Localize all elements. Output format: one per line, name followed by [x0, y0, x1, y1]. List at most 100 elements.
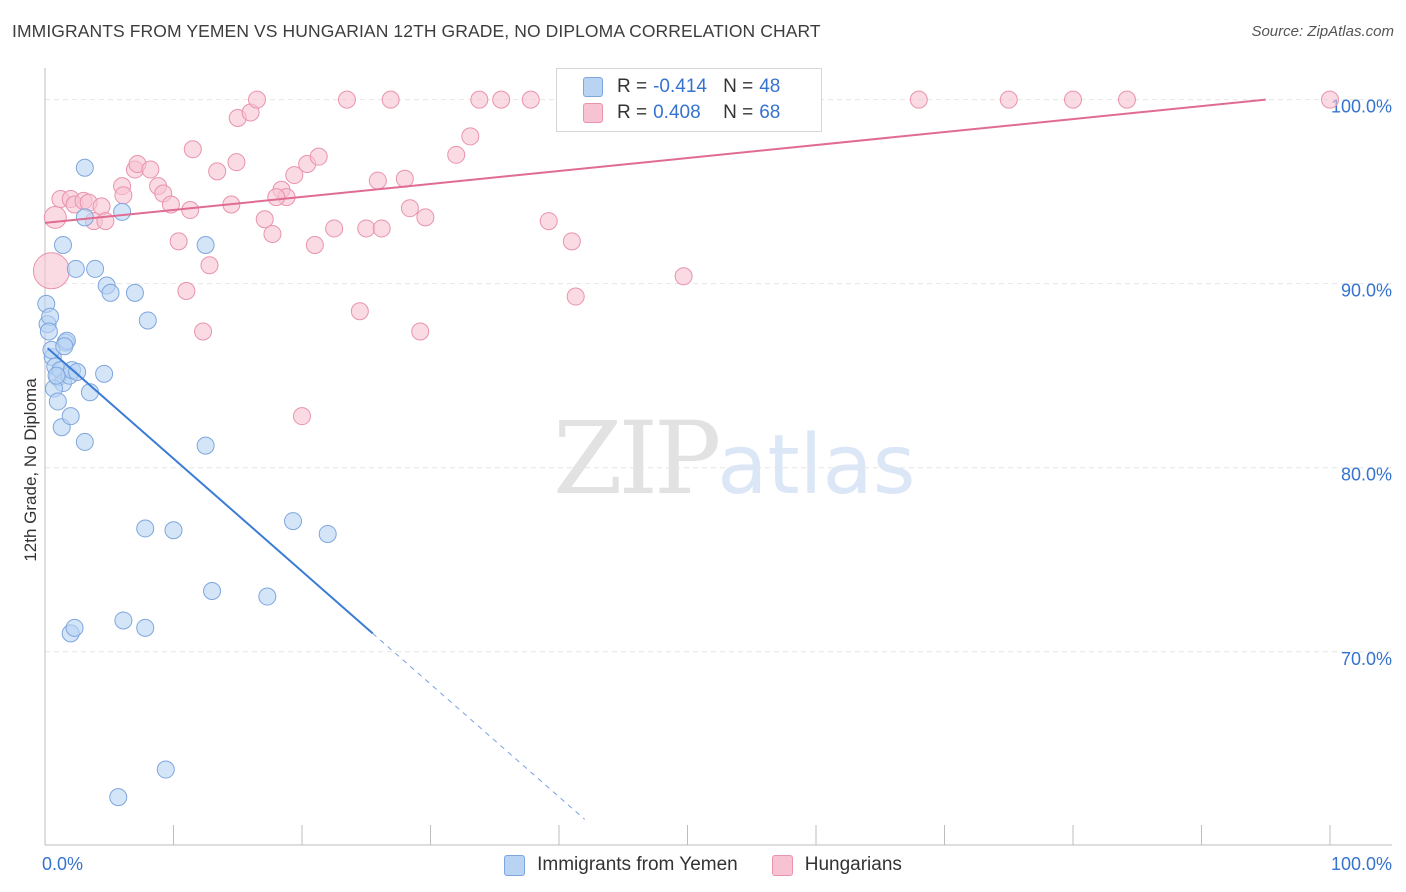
point-yemen	[39, 322, 58, 341]
point-hungarian	[309, 147, 328, 166]
point-hungarian	[411, 322, 430, 341]
point-yemen	[47, 366, 66, 385]
legend-swatch-pink	[583, 103, 603, 123]
point-yemen	[196, 436, 215, 455]
point-hungarian	[263, 224, 282, 243]
point-hungarian	[368, 171, 387, 190]
y-tick-label: 100.0%	[1331, 97, 1392, 117]
legend-r-value: 0.408	[653, 102, 701, 123]
point-hungarian	[183, 140, 202, 159]
legend-n-value: 48	[759, 76, 781, 97]
point-hungarian	[1064, 90, 1082, 109]
point-yemen	[86, 259, 105, 278]
point-yemen	[203, 582, 222, 601]
legend-r-label: R =	[617, 76, 648, 97]
point-hungarian	[1117, 90, 1136, 109]
point-hungarian	[267, 188, 286, 207]
legend-n-label: N =	[723, 76, 754, 97]
point-yemen	[284, 512, 303, 531]
legend-label-hungarians: Hungarians	[804, 854, 902, 875]
stats-legend: R = -0.414 N = 48 R = 0.408 N = 68	[556, 68, 822, 132]
point-yemen	[138, 311, 157, 330]
y-tick-label: 80.0%	[1341, 465, 1392, 485]
point-yemen	[156, 760, 175, 779]
point-yemen	[61, 407, 80, 426]
point-yemen	[318, 524, 337, 543]
point-yemen	[136, 519, 155, 538]
legend-r-label: R =	[617, 102, 648, 123]
point-hungarian	[96, 212, 115, 231]
point-hungarian	[293, 407, 311, 426]
point-hungarian	[350, 302, 369, 321]
point-yemen	[101, 283, 120, 302]
point-hungarian	[521, 90, 540, 109]
legend-n-value: 68	[759, 102, 781, 123]
x-tick-label: 0.0%	[42, 854, 83, 874]
watermark: ZIPatlas	[553, 400, 915, 517]
legend-swatch-blue	[504, 854, 526, 876]
series-legend: Immigrants from Yemen Hungarians	[0, 852, 1406, 878]
point-hungarian	[181, 201, 200, 220]
legend-n-label: N =	[723, 102, 754, 123]
point-hungarian	[248, 90, 267, 109]
point-hungarian	[114, 186, 133, 205]
point-hungarian	[372, 219, 391, 238]
y-tick-label: 90.0%	[1341, 281, 1392, 301]
source-label: Source: ZipAtlas.com	[1251, 23, 1394, 40]
point-hungarian	[357, 219, 376, 238]
point-hungarian	[1321, 90, 1339, 109]
point-yemen	[136, 618, 155, 637]
y-axis-label: 12th Grade, No Diploma	[21, 378, 40, 562]
point-yemen	[65, 618, 84, 637]
point-yemen	[196, 236, 215, 255]
point-hungarian	[227, 153, 246, 172]
point-hungarian	[177, 282, 196, 301]
point-yemen	[53, 236, 72, 255]
point-hungarian	[208, 162, 227, 181]
legend-row-yemen: R = -0.414 N = 48	[583, 75, 780, 99]
point-hungarian	[325, 219, 344, 238]
point-yemen	[164, 521, 183, 540]
point-hungarian	[470, 90, 489, 109]
legend-row-hungarians: R = 0.408 N = 68	[583, 101, 780, 125]
point-hungarian	[674, 267, 693, 286]
trendline-hungarians	[44, 98, 1266, 224]
point-yemen	[68, 362, 87, 381]
point-hungarian	[92, 197, 111, 216]
point-hungarian	[337, 90, 356, 109]
point-yemen	[55, 337, 74, 356]
point-hungarian	[447, 145, 466, 164]
legend-item-hungarians[interactable]: Hungarians	[771, 854, 902, 876]
point-hungarian	[395, 169, 414, 188]
point-yemen	[95, 364, 114, 383]
point-yemen	[75, 432, 94, 451]
point-hungarian	[285, 166, 304, 185]
legend-swatch-pink	[771, 854, 793, 876]
point-hungarian	[539, 212, 558, 231]
y-tick-label: 70.0%	[1341, 649, 1392, 669]
x-tick-label: 100.0%	[1331, 854, 1392, 874]
point-hungarian	[200, 256, 219, 275]
point-yemen	[66, 259, 85, 278]
point-hungarian	[43, 205, 67, 229]
point-hungarian	[255, 210, 274, 229]
point-hungarian	[169, 232, 188, 251]
chart-title: IMMIGRANTS FROM YEMEN VS HUNGARIAN 12TH …	[12, 21, 821, 41]
point-hungarian	[141, 160, 160, 179]
point-hungarian	[909, 90, 928, 109]
watermark-zip: ZIP	[553, 400, 721, 517]
legend-item-yemen[interactable]: Immigrants from Yemen	[504, 854, 738, 876]
point-hungarian	[999, 90, 1018, 109]
point-yemen	[258, 587, 277, 606]
legend-r-value: -0.414	[653, 76, 707, 97]
point-hungarian	[416, 208, 435, 227]
point-hungarian	[32, 252, 70, 290]
point-hungarian	[400, 199, 419, 218]
legend-swatch-blue	[583, 77, 603, 97]
watermark-atlas: atlas	[717, 418, 916, 513]
point-yemen	[109, 788, 128, 807]
point-hungarian	[566, 287, 585, 306]
point-hungarian	[562, 232, 581, 251]
point-yemen	[75, 158, 94, 177]
